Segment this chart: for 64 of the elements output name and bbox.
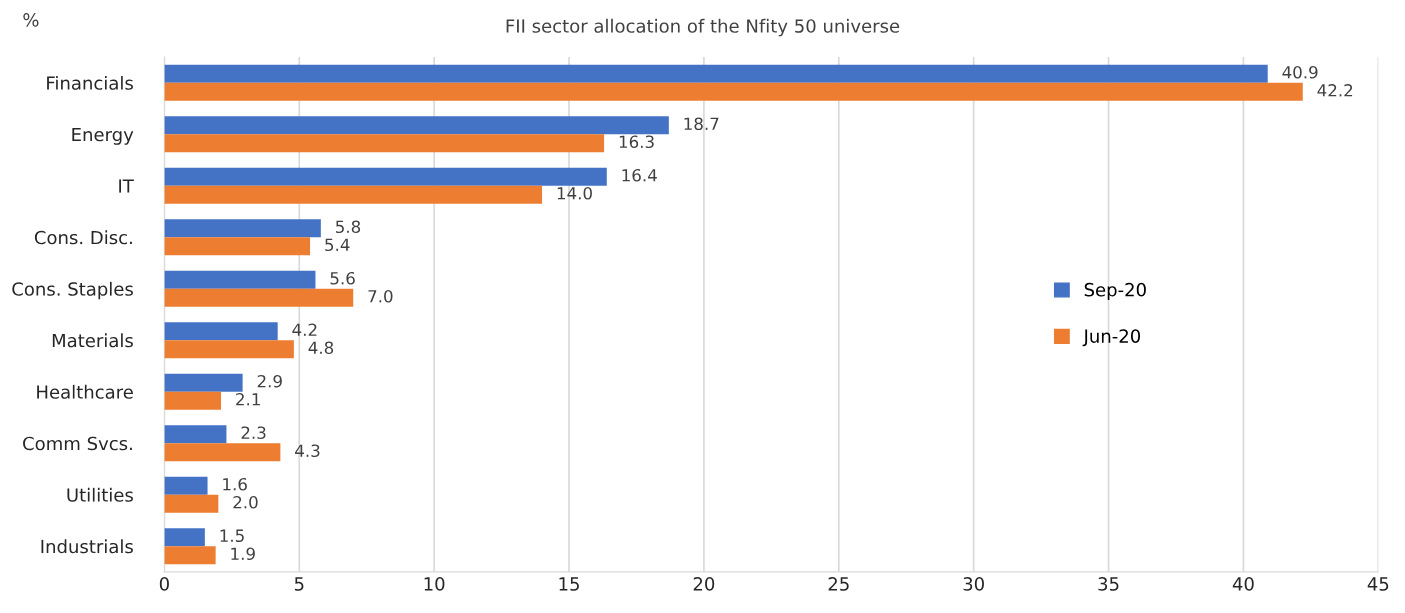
x-tick-label: 45 — [1367, 577, 1389, 591]
x-tick-label: 10 — [424, 577, 445, 591]
bar — [164, 425, 227, 444]
y-tick-label: Materials — [52, 333, 133, 348]
data-label: 14.0 — [557, 186, 592, 200]
y-axis-title: % — [23, 13, 39, 27]
legend-label: Jun-20 — [1082, 329, 1141, 347]
data-label: 2.9 — [257, 374, 282, 388]
x-tick-label: 25 — [828, 577, 849, 591]
x-tick-label: 20 — [693, 577, 715, 591]
data-label: 1.9 — [231, 547, 255, 561]
bar — [164, 219, 321, 238]
bar — [164, 64, 1268, 83]
bar — [164, 494, 219, 513]
data-label: 40.9 — [1282, 65, 1318, 79]
y-tick-label: Utilities — [67, 487, 133, 502]
y-tick-label: Energy — [72, 127, 134, 145]
bar — [164, 373, 243, 392]
y-tick-label: Cons. Staples — [12, 281, 133, 300]
data-label: 16.4 — [622, 168, 657, 182]
bar — [164, 288, 354, 307]
x-tick-label: 30 — [963, 577, 984, 591]
y-tick-label: Healthcare — [37, 384, 133, 399]
x-tick-label: 15 — [559, 577, 579, 591]
y-tick-label: IT — [119, 179, 134, 193]
data-label: 2.0 — [233, 495, 258, 509]
data-label: 5.6 — [330, 271, 355, 285]
x-tick-label: 0 — [159, 577, 169, 591]
bar — [164, 322, 278, 341]
bar — [164, 340, 294, 359]
data-label: 2.1 — [236, 392, 260, 406]
y-tick-label: Comm Svcs. — [23, 436, 132, 451]
y-tick-label: Cons. Disc. — [34, 230, 132, 245]
legend-label: Sep-20 — [1084, 282, 1146, 301]
bar — [164, 237, 311, 256]
bar — [164, 185, 543, 204]
y-tick-label: Industrials — [41, 539, 133, 554]
data-label: 16.3 — [619, 135, 654, 149]
data-label: 2.3 — [241, 426, 266, 440]
data-label: 7.0 — [368, 289, 393, 303]
bar — [164, 134, 605, 153]
bar — [164, 116, 669, 135]
bar — [164, 82, 1303, 101]
bar — [164, 443, 281, 462]
x-tick-label: 35 — [1098, 577, 1119, 591]
data-label: 4.8 — [308, 341, 334, 355]
x-tick-label: 5 — [294, 577, 304, 591]
x-tick-label: 40 — [1232, 577, 1254, 591]
bar — [164, 546, 216, 565]
bar — [164, 270, 316, 289]
data-label: 4.3 — [295, 444, 320, 458]
data-label: 4.2 — [292, 323, 317, 336]
y-tick-label: Financials — [47, 75, 133, 90]
data-label: 5.4 — [325, 238, 350, 252]
bar — [164, 391, 222, 410]
data-label: 42.2 — [1317, 84, 1353, 97]
data-label: 1.5 — [220, 529, 244, 543]
chart-title: FII sector allocation of the Nfity 50 universe — [506, 18, 900, 37]
data-label: 1.6 — [223, 477, 247, 491]
bar — [164, 528, 205, 547]
data-label: 18.7 — [684, 117, 719, 131]
bar — [164, 476, 208, 495]
bar — [164, 167, 607, 186]
data-label: 5.8 — [336, 220, 361, 234]
